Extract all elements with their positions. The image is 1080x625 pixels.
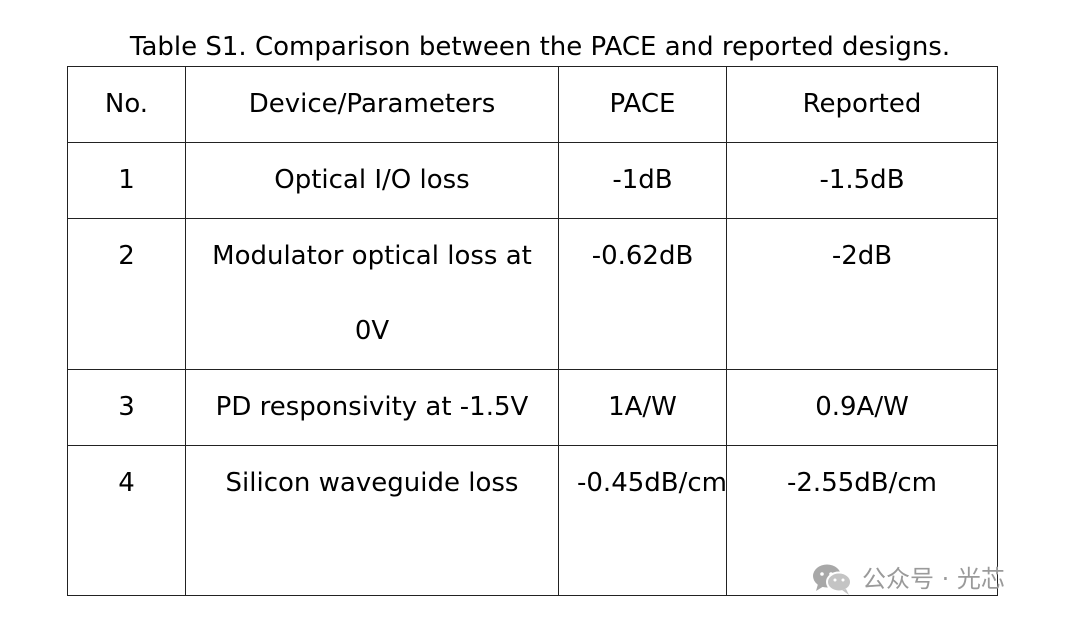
header-reported: Reported [726,66,998,143]
cell-reported: -1.5dB [726,142,998,219]
table-header-row: No. Device/Parameters PACE Reported [67,66,998,143]
cell-no: 1 [67,142,186,219]
header-device-parameters: Device/Parameters [185,66,559,143]
cell-reported: -2.55dB/cm [726,445,998,596]
table-row: 4 Silicon waveguide loss -0.45dB/cm -2.5… [67,445,998,596]
wechat-icon [813,564,852,595]
table-caption: Table S1. Comparison between the PACE an… [129,32,951,62]
cell-no: 3 [67,369,186,446]
header-no: No. [67,66,186,143]
cell-pace: -1dB [558,142,727,219]
cell-parameter: Silicon waveguide loss [185,445,559,596]
comparison-table: No. Device/Parameters PACE Reported 1 Op… [67,66,998,596]
cell-parameter: Modulator optical loss at 0V [185,218,559,370]
cell-no: 2 [67,218,186,370]
cell-no: 4 [67,445,186,596]
cell-parameter: Optical I/O loss [185,142,559,219]
table-row: 1 Optical I/O loss -1dB -1.5dB [67,142,998,219]
header-pace: PACE [558,66,727,143]
cell-pace: 1A/W [558,369,727,446]
cell-pace: -0.45dB/cm [558,445,727,596]
cell-reported: 0.9A/W [726,369,998,446]
cell-reported: -2dB [726,218,998,370]
cell-pace: -0.62dB [558,218,727,370]
watermark: 公众号 · 光芯 [812,562,1005,596]
table-row: 3 PD responsivity at -1.5V 1A/W 0.9A/W [67,369,998,446]
table-row: 2 Modulator optical loss at 0V -0.62dB -… [67,218,998,370]
cell-parameter: PD responsivity at -1.5V [185,369,559,446]
watermark-text: 公众号 · 光芯 [862,565,1005,593]
